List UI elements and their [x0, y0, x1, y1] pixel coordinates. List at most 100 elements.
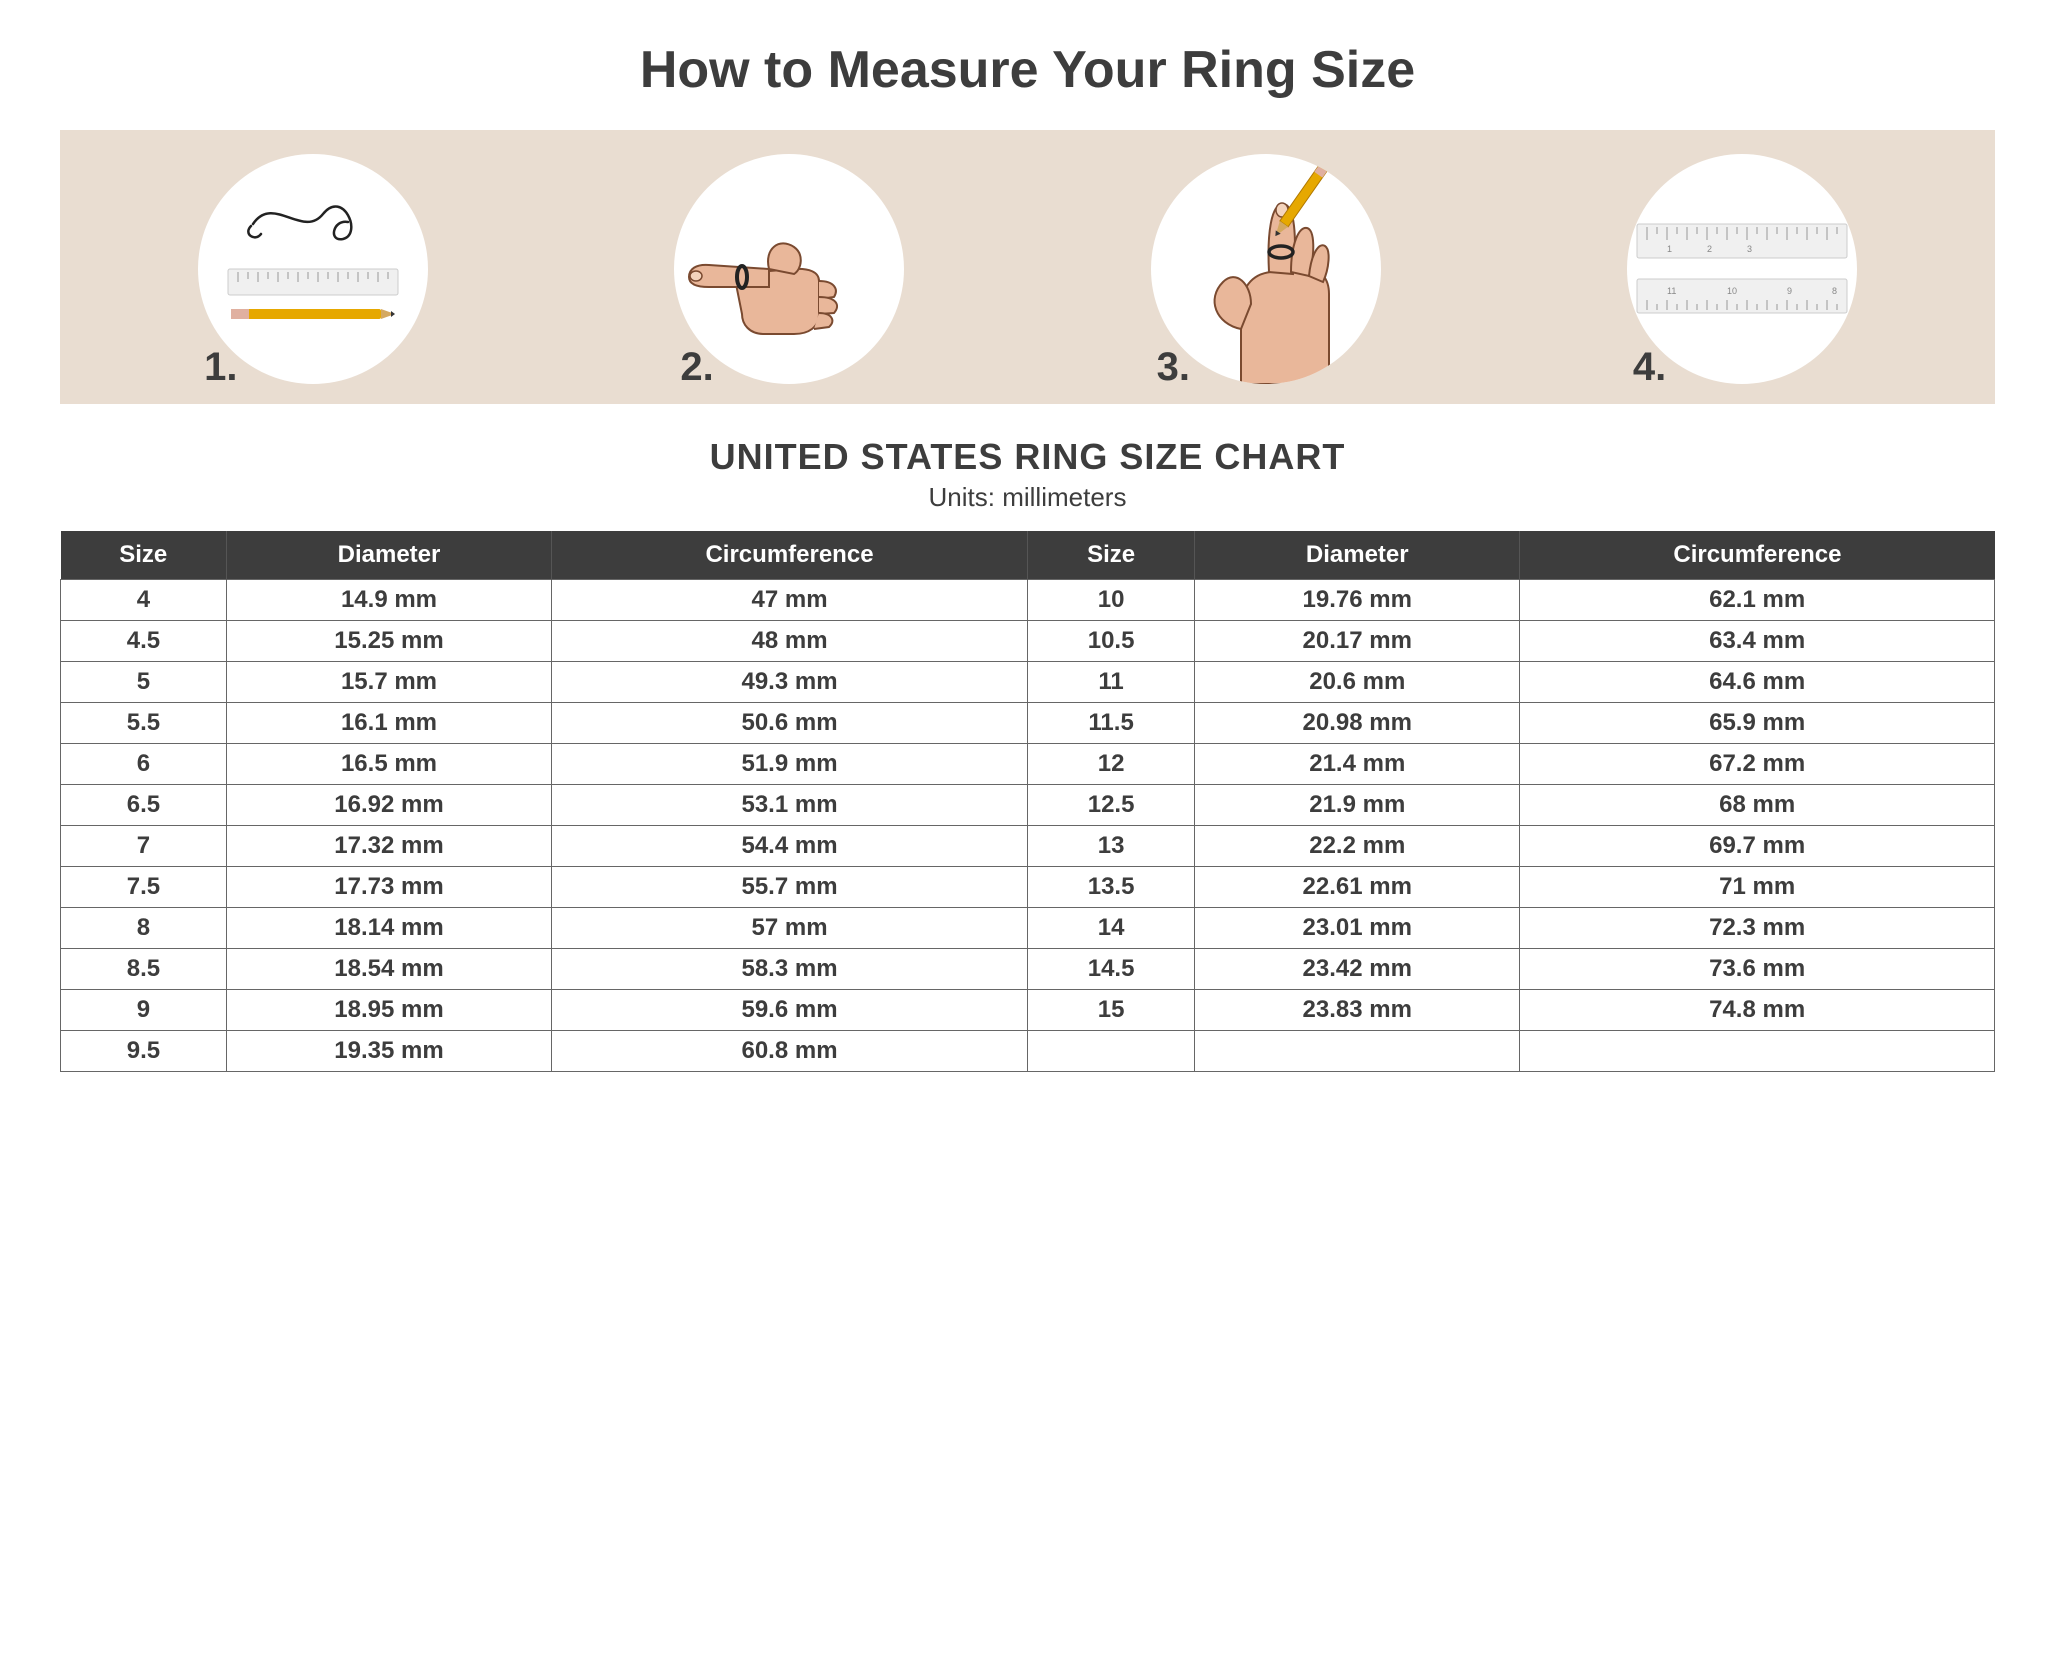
- table-cell: 8: [61, 908, 227, 949]
- table-cell: 12: [1027, 744, 1194, 785]
- table-cell: 14.9 mm: [226, 580, 551, 621]
- table-cell: 7.5: [61, 867, 227, 908]
- step-3-number: 3.: [1157, 345, 1190, 390]
- table-cell: [1027, 1031, 1194, 1072]
- table-cell: 21.4 mm: [1195, 744, 1520, 785]
- table-cell: 22.61 mm: [1195, 867, 1520, 908]
- col-circumference-1: Circumference: [552, 531, 1028, 580]
- table-cell: 11.5: [1027, 703, 1194, 744]
- svg-text:11: 11: [1667, 286, 1676, 296]
- table-row: 7.517.73 mm55.7 mm13.522.61 mm71 mm: [61, 867, 1995, 908]
- table-cell: 8.5: [61, 949, 227, 990]
- table-cell: 60.8 mm: [552, 1031, 1028, 1072]
- table-cell: 10.5: [1027, 621, 1194, 662]
- step-4-number: 4.: [1633, 345, 1666, 390]
- table-cell: [1520, 1031, 1995, 1072]
- table-cell: 16.5 mm: [226, 744, 551, 785]
- svg-text:2: 2: [1707, 244, 1712, 254]
- table-row: 5.516.1 mm50.6 mm11.520.98 mm65.9 mm: [61, 703, 1995, 744]
- col-circumference-2: Circumference: [1520, 531, 1995, 580]
- svg-text:8: 8: [1832, 286, 1837, 296]
- table-cell: 71 mm: [1520, 867, 1995, 908]
- step-4: 1 2 3 11 10 9: [1627, 154, 1857, 384]
- step-3: 3.: [1151, 154, 1381, 384]
- table-cell: 7: [61, 826, 227, 867]
- table-cell: 18.14 mm: [226, 908, 551, 949]
- table-cell: 16.1 mm: [226, 703, 551, 744]
- table-row: 6.516.92 mm53.1 mm12.521.9 mm68 mm: [61, 785, 1995, 826]
- table-row: 4.515.25 mm48 mm10.520.17 mm63.4 mm: [61, 621, 1995, 662]
- table-cell: 18.54 mm: [226, 949, 551, 990]
- table-cell: 15: [1027, 990, 1194, 1031]
- table-cell: 16.92 mm: [226, 785, 551, 826]
- page-title: How to Measure Your Ring Size: [60, 40, 1995, 100]
- table-cell: 20.98 mm: [1195, 703, 1520, 744]
- table-cell: 58.3 mm: [552, 949, 1028, 990]
- ring-size-table: Size Diameter Circumference Size Diamete…: [60, 531, 1995, 1072]
- table-cell: 5: [61, 662, 227, 703]
- steps-panel: 1. 2.: [60, 130, 1995, 404]
- table-cell: 48 mm: [552, 621, 1028, 662]
- step-2-number: 2.: [680, 345, 713, 390]
- step-2: 2.: [674, 154, 904, 384]
- table-cell: 17.73 mm: [226, 867, 551, 908]
- table-row: 414.9 mm47 mm1019.76 mm62.1 mm: [61, 580, 1995, 621]
- table-cell: 47 mm: [552, 580, 1028, 621]
- table-cell: 62.1 mm: [1520, 580, 1995, 621]
- table-cell: 9: [61, 990, 227, 1031]
- table-cell: 4: [61, 580, 227, 621]
- table-cell: 14.5: [1027, 949, 1194, 990]
- col-size-2: Size: [1027, 531, 1194, 580]
- table-cell: 23.83 mm: [1195, 990, 1520, 1031]
- table-cell: 74.8 mm: [1520, 990, 1995, 1031]
- table-cell: 50.6 mm: [552, 703, 1028, 744]
- table-cell: 69.7 mm: [1520, 826, 1995, 867]
- table-cell: 15.7 mm: [226, 662, 551, 703]
- table-cell: 6.5: [61, 785, 227, 826]
- table-cell: 19.35 mm: [226, 1031, 551, 1072]
- table-cell: 59.6 mm: [552, 990, 1028, 1031]
- table-cell: 15.25 mm: [226, 621, 551, 662]
- svg-text:10: 10: [1727, 286, 1737, 296]
- table-cell: 14: [1027, 908, 1194, 949]
- svg-text:1: 1: [1667, 244, 1672, 254]
- table-row: 8.518.54 mm58.3 mm14.523.42 mm73.6 mm: [61, 949, 1995, 990]
- step-1: 1.: [198, 154, 428, 384]
- col-diameter-1: Diameter: [226, 531, 551, 580]
- table-cell: 73.6 mm: [1520, 949, 1995, 990]
- table-cell: 22.2 mm: [1195, 826, 1520, 867]
- table-cell: 18.95 mm: [226, 990, 551, 1031]
- table-cell: 49.3 mm: [552, 662, 1028, 703]
- table-cell: 21.9 mm: [1195, 785, 1520, 826]
- table-cell: 13: [1027, 826, 1194, 867]
- table-cell: 20.17 mm: [1195, 621, 1520, 662]
- table-cell: 4.5: [61, 621, 227, 662]
- table-cell: 55.7 mm: [552, 867, 1028, 908]
- table-cell: 72.3 mm: [1520, 908, 1995, 949]
- table-row: 918.95 mm59.6 mm1523.83 mm74.8 mm: [61, 990, 1995, 1031]
- table-cell: 54.4 mm: [552, 826, 1028, 867]
- table-cell: 5.5: [61, 703, 227, 744]
- chart-subtitle: Units: millimeters: [60, 482, 1995, 513]
- table-row: 717.32 mm54.4 mm1322.2 mm69.7 mm: [61, 826, 1995, 867]
- table-cell: 12.5: [1027, 785, 1194, 826]
- col-size-1: Size: [61, 531, 227, 580]
- table-cell: 53.1 mm: [552, 785, 1028, 826]
- svg-text:9: 9: [1787, 286, 1792, 296]
- table-cell: 9.5: [61, 1031, 227, 1072]
- svg-text:3: 3: [1747, 244, 1752, 254]
- table-cell: 19.76 mm: [1195, 580, 1520, 621]
- table-cell: 67.2 mm: [1520, 744, 1995, 785]
- step-1-number: 1.: [204, 345, 237, 390]
- table-cell: 23.01 mm: [1195, 908, 1520, 949]
- table-cell: 6: [61, 744, 227, 785]
- table-row: 9.519.35 mm60.8 mm: [61, 1031, 1995, 1072]
- table-cell: 13.5: [1027, 867, 1194, 908]
- table-cell: 63.4 mm: [1520, 621, 1995, 662]
- table-cell: 17.32 mm: [226, 826, 551, 867]
- table-cell: 57 mm: [552, 908, 1028, 949]
- chart-title: UNITED STATES RING SIZE CHART: [60, 436, 1995, 478]
- table-row: 515.7 mm49.3 mm1120.6 mm64.6 mm: [61, 662, 1995, 703]
- table-cell: 20.6 mm: [1195, 662, 1520, 703]
- table-cell: 23.42 mm: [1195, 949, 1520, 990]
